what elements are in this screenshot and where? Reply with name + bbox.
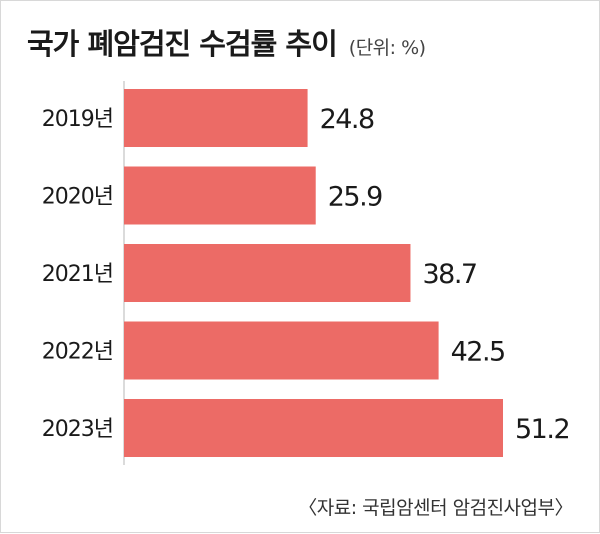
category-label: 2023년 <box>42 417 113 442</box>
value-label: 38.7 <box>422 259 476 290</box>
category-label: 2022년 <box>42 340 113 365</box>
bar <box>124 244 411 302</box>
bar <box>124 166 316 225</box>
bar <box>124 89 308 147</box>
value-label: 25.9 <box>328 182 382 213</box>
bar <box>124 399 503 457</box>
value-label: 24.8 <box>320 104 374 135</box>
bar <box>124 321 439 380</box>
category-label: 2020년 <box>42 185 113 210</box>
category-label: 2021년 <box>42 262 113 287</box>
category-label: 2019년 <box>42 107 113 132</box>
unit-label: (단위: %) <box>348 37 426 59</box>
bars-layer: 2019년 24.8 2020년 25.9 2021년 38.7 2022년 42.5 2023… <box>42 89 571 457</box>
title-row: 국가 폐암검진 수검률 추이 (단위: %) <box>27 21 426 63</box>
chart-title: 국가 폐암검진 수검률 추이 <box>27 27 338 61</box>
value-label: 51.2 <box>515 414 569 445</box>
source-note: 〈자료: 국립암센터 암검진사업부〉 <box>298 497 573 519</box>
value-label: 42.5 <box>451 337 505 368</box>
